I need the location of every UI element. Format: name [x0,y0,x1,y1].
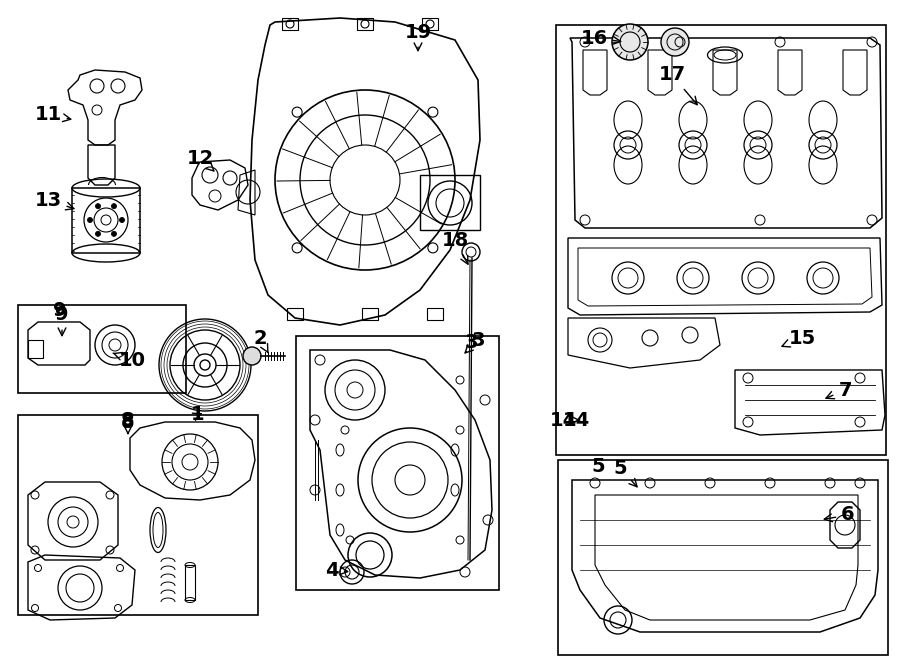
Text: 4: 4 [325,561,347,580]
Bar [18,305,186,393]
Text: 12: 12 [186,149,214,171]
Bar [282,18,298,30]
Circle shape [120,217,124,223]
Text: 14: 14 [563,410,590,430]
Circle shape [112,204,116,209]
Circle shape [243,347,261,365]
Text: 1: 1 [191,405,205,424]
Text: 19: 19 [404,22,432,51]
Text: 6: 6 [824,506,855,524]
Text: 7: 7 [826,381,851,399]
Circle shape [661,28,689,56]
Text: 9: 9 [53,301,67,319]
Bar [18,415,258,615]
Text: 5: 5 [613,459,637,486]
Text: 13: 13 [34,190,74,210]
Text: 9: 9 [55,305,68,336]
Circle shape [95,231,101,237]
Bar [296,336,499,590]
Text: 8: 8 [122,412,135,432]
Text: 16: 16 [580,28,621,48]
Text: 8: 8 [122,410,135,434]
Text: 3: 3 [464,332,478,352]
Text: 5: 5 [591,457,605,477]
Bar [287,308,303,320]
Bar [422,18,438,30]
Text: 3: 3 [465,330,485,353]
Circle shape [612,24,648,60]
Bar [558,460,888,655]
Text: 2: 2 [253,329,268,353]
Bar [185,565,195,600]
Bar [427,308,443,320]
Text: 11: 11 [34,106,71,124]
Bar [556,25,886,455]
Text: 15: 15 [782,329,815,348]
Circle shape [112,231,116,237]
Text: 14: 14 [549,410,580,430]
Bar [28,340,43,358]
Text: 18: 18 [441,231,469,264]
Circle shape [95,204,101,209]
Bar [357,18,373,30]
Circle shape [87,217,93,223]
Text: 10: 10 [113,350,146,369]
Bar [420,175,480,230]
Text: 17: 17 [659,65,698,104]
Bar [72,188,140,253]
Bar [362,308,378,320]
